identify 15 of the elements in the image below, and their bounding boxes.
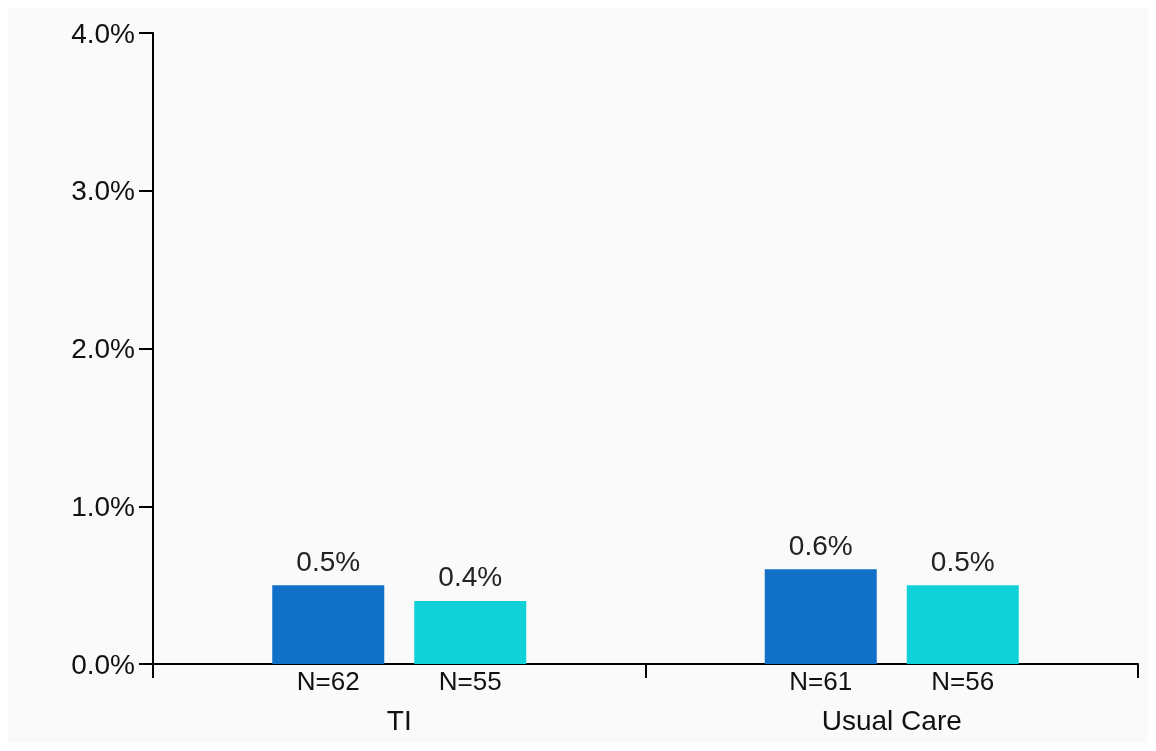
text: N=56 <box>931 666 995 696</box>
text: N=55 <box>438 666 502 696</box>
y-tick-label: 2.0% <box>71 333 135 364</box>
data-label: 0.4% <box>438 561 503 593</box>
x-tick-label: Usual Care <box>821 704 962 736</box>
x-tick-label: TI <box>386 704 412 736</box>
y-tick-label: 0.0% <box>71 648 135 680</box>
text: N=61 <box>789 666 853 696</box>
data-label: 0.5% <box>296 545 361 577</box>
data-label: 0.5% <box>930 545 995 577</box>
y-tick-label: 3.0% <box>71 175 135 207</box>
y-tick-label: 1.0% <box>71 490 135 522</box>
text: N=62 <box>296 666 360 696</box>
data-label: 0.6% <box>788 529 853 561</box>
y-tick-label: 4.0% <box>71 17 135 49</box>
